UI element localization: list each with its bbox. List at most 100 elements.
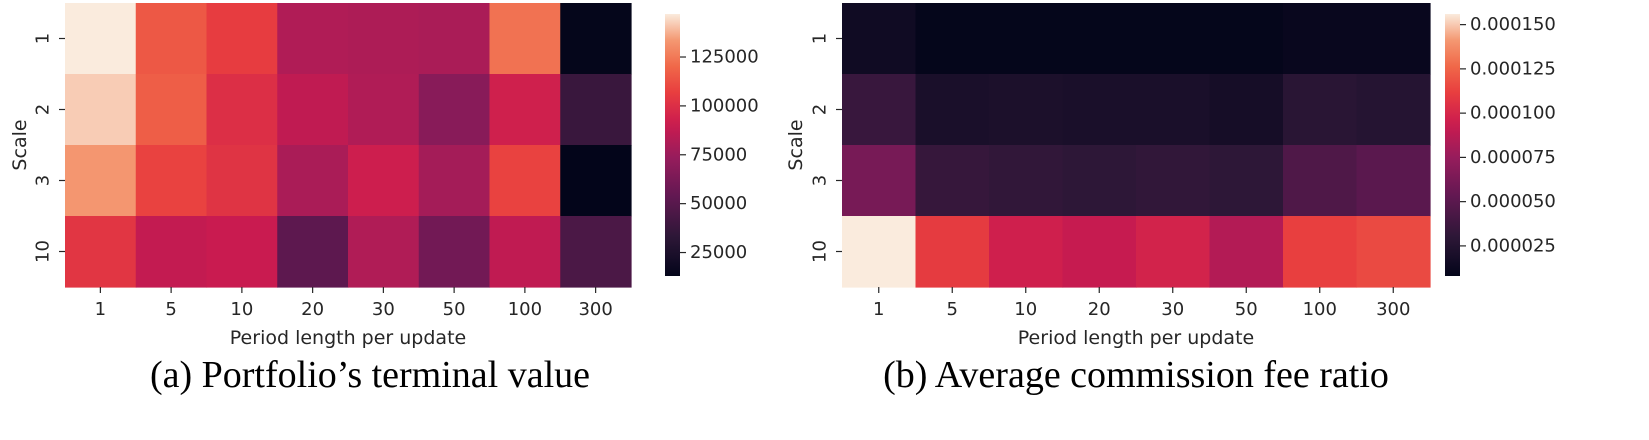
heatmap-cell bbox=[65, 216, 137, 288]
heatmap-cell bbox=[489, 145, 561, 217]
y-tick-label: 3 bbox=[33, 175, 54, 186]
heatmap-cell bbox=[277, 216, 349, 288]
heatmap-cell bbox=[1283, 145, 1358, 217]
heatmap-cell bbox=[1209, 145, 1284, 217]
heatmap-cell bbox=[277, 145, 349, 217]
heatmap-cell bbox=[418, 74, 491, 146]
x-tick-label: 300 bbox=[1376, 299, 1410, 320]
colorbar-tick-label: 0.000100 bbox=[1470, 103, 1556, 124]
x-tick-label: 10 bbox=[230, 299, 253, 320]
heatmap-cell bbox=[1209, 216, 1284, 288]
heatmap-cell bbox=[1209, 74, 1284, 146]
heatmap-cell bbox=[206, 216, 278, 288]
heatmap-cell bbox=[1356, 145, 1431, 217]
heatmap-cell bbox=[842, 74, 917, 146]
heatmap-cell bbox=[1062, 74, 1137, 146]
heatmap-cell bbox=[1283, 3, 1358, 75]
colorbar-tick-label: 125000 bbox=[690, 47, 759, 68]
colorbar-tick-label: 0.000025 bbox=[1470, 235, 1556, 256]
colorbar bbox=[1445, 14, 1460, 276]
x-tick-label: 1 bbox=[873, 299, 884, 320]
heatmap-cell bbox=[277, 74, 349, 146]
y-tick-label: 3 bbox=[810, 175, 831, 186]
heatmap-cell bbox=[135, 216, 208, 288]
x-tick-label: 30 bbox=[1161, 299, 1184, 320]
x-tick-label: 20 bbox=[1088, 299, 1111, 320]
heatmap-cell bbox=[1062, 3, 1137, 75]
colorbar-tick-label: 0.000075 bbox=[1470, 147, 1556, 168]
heatmap-cell bbox=[206, 145, 278, 217]
heatmap-cell bbox=[1356, 216, 1431, 288]
heatmap-cell bbox=[989, 3, 1064, 75]
y-tick-label: 1 bbox=[33, 33, 54, 44]
heatmap-cell bbox=[65, 3, 137, 75]
x-tick-label: 5 bbox=[165, 299, 176, 320]
panel-caption: (a) Portfolio’s terminal value bbox=[150, 354, 590, 396]
heatmap-cell bbox=[989, 216, 1064, 288]
heatmap-cell bbox=[560, 145, 632, 217]
heatmap-cell bbox=[418, 216, 491, 288]
x-axis-label: Period length per update bbox=[1018, 327, 1254, 349]
heatmap-cell bbox=[65, 145, 137, 217]
heatmap-cell bbox=[560, 3, 632, 75]
heatmap-cell bbox=[489, 3, 561, 75]
heatmap-cell bbox=[842, 216, 917, 288]
heatmap-cell bbox=[1062, 216, 1137, 288]
heatmap-cell bbox=[489, 74, 561, 146]
heatmap-cell bbox=[348, 145, 420, 217]
heatmap-cell bbox=[842, 3, 917, 75]
colorbar-tick-label: 0.000125 bbox=[1470, 58, 1556, 79]
heatmap-cell bbox=[915, 74, 990, 146]
heatmap-cell bbox=[842, 145, 917, 217]
y-tick-label: 2 bbox=[33, 104, 54, 115]
heatmap-cell bbox=[206, 3, 278, 75]
heatmap-cell bbox=[1283, 74, 1358, 146]
panel-caption: (b) Average commission fee ratio bbox=[883, 354, 1389, 396]
heatmap-cell bbox=[1356, 3, 1431, 75]
heatmap-cell bbox=[135, 145, 208, 217]
heatmap-cell bbox=[348, 3, 420, 75]
heatmap-cell bbox=[1062, 145, 1137, 217]
x-axis-label: Period length per update bbox=[230, 327, 466, 349]
heatmap-panel-commission-ratio: 1 5 10 20 30 50 100 300 1 2 3 10 Period length per u… bbox=[785, 3, 1556, 396]
heatmap-cell bbox=[348, 216, 420, 288]
colorbar-tick-label: 75000 bbox=[690, 144, 747, 165]
heatmap-cell bbox=[989, 145, 1064, 217]
y-axis-label: Scale bbox=[785, 119, 807, 170]
heatmap-cell bbox=[1136, 216, 1211, 288]
heatmap-cell bbox=[135, 3, 208, 75]
x-tick-label: 20 bbox=[301, 299, 324, 320]
heatmap-cell bbox=[418, 145, 491, 217]
x-tick-label: 1 bbox=[95, 299, 106, 320]
heatmap-cell bbox=[1283, 216, 1358, 288]
x-tick-label: 50 bbox=[443, 299, 466, 320]
y-tick-label: 1 bbox=[810, 33, 831, 44]
colorbar-tick-label: 25000 bbox=[690, 242, 747, 263]
heatmap-cell bbox=[65, 74, 137, 146]
heatmap-cell bbox=[1136, 145, 1211, 217]
y-axis-label: Scale bbox=[9, 119, 31, 170]
heatmap-cell bbox=[418, 3, 491, 75]
x-tick-label: 5 bbox=[947, 299, 958, 320]
heatmap-cell bbox=[206, 74, 278, 146]
colorbar bbox=[665, 14, 680, 276]
heatmap-cell bbox=[135, 74, 208, 146]
heatmap-cell bbox=[489, 216, 561, 288]
x-tick-label: 100 bbox=[1303, 299, 1337, 320]
x-tick-label: 30 bbox=[372, 299, 395, 320]
y-tick-label: 10 bbox=[33, 240, 54, 263]
heatmap-panel-terminal-value: 1 5 10 20 30 50 100 300 1 2 3 10 Period length per u… bbox=[9, 3, 759, 396]
heatmap-cell bbox=[989, 74, 1064, 146]
heatmap-cell bbox=[1356, 74, 1431, 146]
y-tick-label: 2 bbox=[810, 104, 831, 115]
heatmap-cell bbox=[348, 74, 420, 146]
x-tick-label: 300 bbox=[578, 299, 612, 320]
colorbar-tick-label: 0.000150 bbox=[1470, 14, 1556, 35]
x-tick-label: 10 bbox=[1014, 299, 1037, 320]
heatmap-cell bbox=[1209, 3, 1284, 75]
x-tick-label: 100 bbox=[508, 299, 542, 320]
heatmap-cell bbox=[277, 3, 349, 75]
heatmap-cell bbox=[560, 74, 632, 146]
heatmap-cell bbox=[1136, 74, 1211, 146]
